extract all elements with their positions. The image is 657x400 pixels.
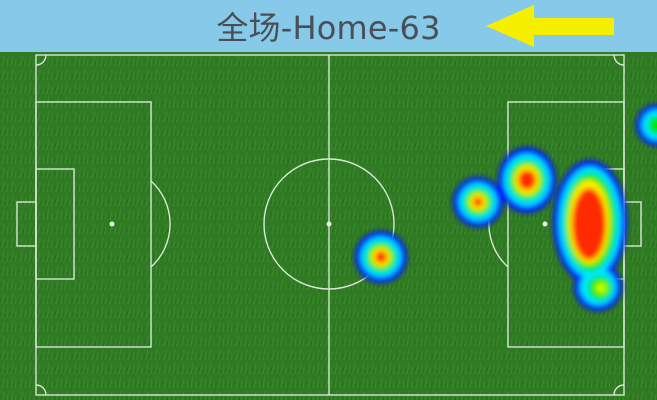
arrow-left-icon [486,5,614,47]
title-bar: 全场-Home-63 [0,0,657,52]
heatmap-blob [453,177,503,227]
page-title: 全场-Home-63 [216,9,441,47]
heatmap-blob [553,160,627,311]
heatmap-blob [355,231,407,283]
heatmap-blobs [355,104,657,311]
pitch-spots [109,221,548,227]
heatmap-blob [498,147,556,213]
football-pitch [0,52,657,400]
heatmap-blob [636,104,657,146]
